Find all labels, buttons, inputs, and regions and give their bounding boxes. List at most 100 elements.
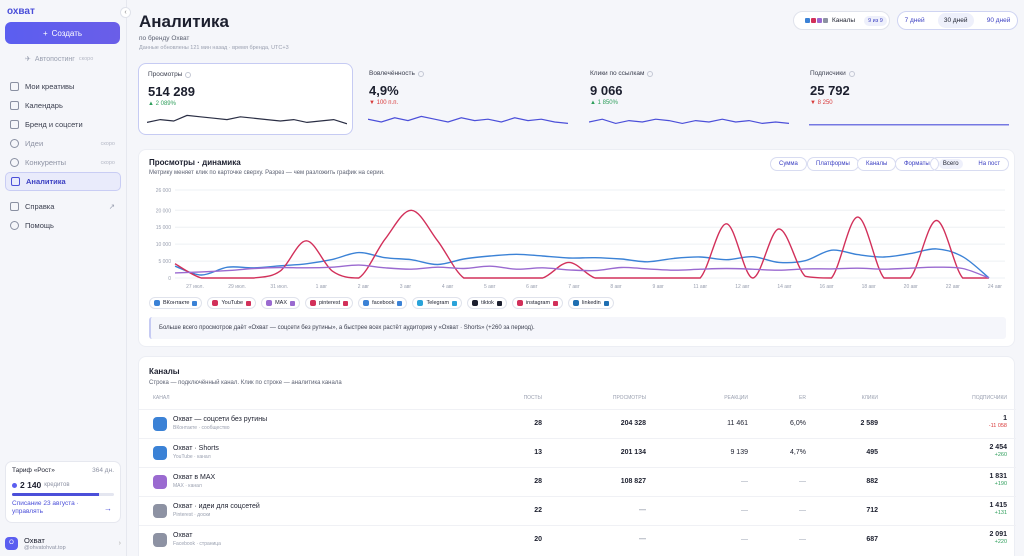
channels-title: Каналы [149, 367, 180, 376]
channel-avatar-icon [153, 416, 167, 431]
sidebar-item-ideas: Идеи скоро [5, 134, 121, 153]
legend-label: Telegram [426, 300, 450, 306]
tariff-name: Тариф «Рост» [12, 467, 55, 474]
y-tick-label: 10 000 [156, 242, 172, 248]
calendar-icon [10, 101, 19, 110]
y-tick-label: 20 000 [156, 208, 172, 214]
info-icon[interactable] [848, 70, 855, 77]
channel-avatar-icon [153, 532, 167, 547]
sidebar-item-creatives[interactable]: Мои креативы [5, 77, 121, 96]
column-header[interactable]: Подписчики [972, 395, 1007, 401]
kpi-value: 25 792 [810, 83, 850, 98]
sidebar-item-calendar[interactable]: Календарь [5, 96, 121, 115]
sidebar-item-reference[interactable]: Справка ↗ [5, 197, 121, 216]
x-tick-label: 1 авг [316, 284, 328, 290]
platform-icon [363, 300, 370, 306]
kpi-card-views[interactable]: Просмотры 514 289 ▲ 2 089% [138, 63, 353, 135]
create-button[interactable]: + Создать [5, 22, 120, 44]
series-line [174, 264, 990, 279]
kpi-label: Просмотры [148, 71, 183, 78]
legend-item[interactable]: Telegram [412, 297, 463, 309]
views-line-chart: 0 5 000 10 000 15 000 20 000 26 000 27 июл. 29 … [156, 188, 1005, 290]
channel-cell: Охват — соцсети без рутины ВКонтакте · со… [153, 416, 267, 431]
x-tick-label: 2 авг [358, 284, 370, 290]
legend-item[interactable]: pinterest [305, 297, 354, 309]
column-header[interactable]: Реакции [724, 395, 748, 401]
channels-table-card: Каналы Строка — подключённый канал. Клик… [138, 356, 1016, 556]
platform-icon [516, 300, 523, 306]
legend-item[interactable]: instagram [511, 297, 564, 309]
cell-clicks: 495 [866, 449, 878, 456]
main-content: Аналитика по бренду Охват Данные обновле… [127, 0, 1024, 556]
sparkline-path [147, 114, 347, 125]
column-header[interactable]: Просмотры [612, 395, 646, 401]
info-icon[interactable] [647, 70, 654, 77]
kpi-value: 514 289 [148, 84, 195, 99]
legend-item[interactable]: YouTube [207, 297, 257, 309]
legend-item[interactable]: facebook [358, 297, 408, 309]
tariff-card[interactable]: Тариф «Рост» 364 дн. 2 140 кредитов Списан… [5, 461, 121, 523]
info-icon[interactable] [417, 70, 424, 77]
column-header[interactable]: ER [799, 395, 806, 401]
range-7-button[interactable]: 7 дней [904, 17, 925, 24]
sidebar-item-label: Календарь [25, 101, 63, 110]
credits-label: кредитов [44, 482, 70, 488]
legend-item[interactable]: MAX [261, 297, 301, 309]
sparkline-path [368, 115, 568, 124]
info-icon[interactable] [185, 71, 192, 78]
x-tick-label: 27 июл. [186, 284, 204, 290]
mode-total-button[interactable]: Всего [938, 159, 963, 169]
legend-swatch [452, 300, 458, 306]
y-tick-label: 26 000 [156, 188, 172, 194]
credits-progress [12, 493, 114, 496]
sidebar-item-help[interactable]: Помощь [5, 216, 121, 235]
user-menu[interactable]: О Охват @ohvatohvat.top › [5, 532, 121, 554]
channel-name: Охват — соцсети без рутины [173, 416, 268, 423]
legend-item[interactable]: linkedin [568, 297, 614, 309]
cell-clicks: 2 589 [860, 420, 878, 427]
sidebar-item-label: Конкуренты [25, 158, 67, 167]
column-header[interactable]: Клики [861, 395, 878, 401]
cell-reactions: — [741, 507, 748, 514]
x-tick-label: 8 авг [610, 284, 622, 290]
range-30-button[interactable]: 30 дней [937, 13, 974, 28]
app-logo[interactable]: охват [7, 6, 35, 17]
channel-avatar-icon [153, 474, 167, 489]
legend-label: ВКонтакте [163, 300, 190, 306]
kpi-card-clicks[interactable]: Клики по ссылкам 9 066 ▲ 1 850% [581, 63, 796, 135]
mode-per-post-button[interactable]: На пост [978, 161, 1001, 167]
sidebar-item-analytics[interactable]: Аналитика [5, 172, 121, 191]
legend-item[interactable]: ВКонтакте [149, 297, 203, 309]
kpi-label: Подписчики [810, 70, 846, 77]
column-header[interactable]: Канал [153, 395, 170, 401]
segment-sum-button[interactable]: Сумма [770, 157, 807, 171]
kpi-card-engagement[interactable]: Вовлечённость 4,9% ▼ 100 п.п. [360, 63, 575, 135]
table-row[interactable]: Охват — соцсети без рутины ВКонтакте · со… [139, 409, 1016, 438]
collapse-sidebar-button[interactable]: ‹ [120, 7, 131, 18]
table-row[interactable]: Охват · Shorts YouTube · канал 13 201 134 9 … [139, 438, 1016, 467]
send-icon: ✈ [25, 56, 31, 63]
sidebar-item-brand[interactable]: Бренд и соцсети [5, 115, 121, 134]
segment-formats-button[interactable]: Форматы [895, 157, 939, 171]
legend-label: linkedin [582, 300, 601, 306]
table-row[interactable]: Охват в MAX MAX · канал 28 108 827 — — 882 1 83… [139, 467, 1016, 496]
tariff-days: 364 дн. [92, 467, 114, 474]
channel-type: MAX · канал [173, 483, 202, 489]
channels-filter-button[interactable]: Каналы 9 из 9 [793, 11, 890, 30]
column-header[interactable]: Посты [523, 395, 542, 401]
legend-item[interactable]: tiktok [467, 297, 507, 309]
autopost-item: ✈ Автопостинг скоро [25, 55, 93, 64]
autopost-label: Автопостинг [34, 55, 75, 63]
chevron-left-icon: ‹ [124, 9, 127, 16]
subs-value: 1 415 [989, 502, 1007, 509]
segment-channels-button[interactable]: Каналы [857, 157, 897, 171]
kpi-card-subscribers[interactable]: Подписчики 25 792 ▼ 8 250 [801, 63, 1015, 135]
subs-value: 1 [1003, 415, 1007, 422]
renew-link[interactable]: Списание 23 августа · управлять [12, 500, 79, 515]
table-row[interactable]: Охват Facebook · страница 20 — — — 687 2 091 +22… [139, 525, 1016, 554]
range-90-button[interactable]: 90 дней [986, 17, 1011, 24]
segment-platforms-button[interactable]: Платформы [807, 157, 859, 171]
table-row[interactable]: Охват · идеи для соцсетей Pinterest · дос… [139, 496, 1016, 525]
user-name: Охват [24, 535, 45, 545]
lightbulb-icon [10, 139, 19, 148]
